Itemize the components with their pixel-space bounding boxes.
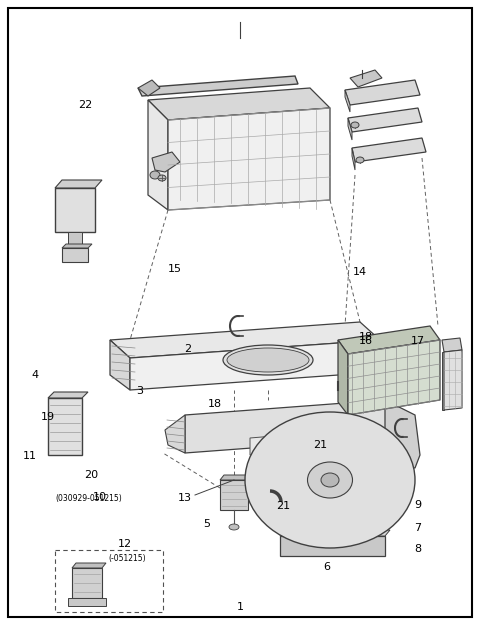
Polygon shape [385,400,420,468]
Polygon shape [280,530,390,536]
Polygon shape [48,392,88,398]
Ellipse shape [227,348,309,372]
Text: (-051215): (-051215) [108,554,145,562]
Text: 16: 16 [359,336,373,346]
Text: 11: 11 [23,451,37,461]
Polygon shape [352,138,426,162]
Ellipse shape [278,528,286,532]
Ellipse shape [356,157,364,163]
Polygon shape [348,340,440,415]
Ellipse shape [351,122,359,128]
Text: (030929-051215): (030929-051215) [55,494,122,502]
Bar [55,550,163,612]
Polygon shape [168,108,330,210]
Ellipse shape [321,473,339,487]
Text: 18: 18 [359,332,373,342]
Text: 21: 21 [313,440,328,450]
Polygon shape [165,415,185,453]
Text: 17: 17 [410,336,425,346]
Text: 10: 10 [93,492,107,502]
Polygon shape [55,180,102,188]
Text: 21: 21 [276,501,290,511]
Polygon shape [148,88,330,120]
Text: 20: 20 [84,470,98,480]
Text: 15: 15 [168,264,182,274]
Text: 9: 9 [414,500,421,510]
Polygon shape [220,480,248,510]
Polygon shape [48,398,82,455]
Polygon shape [130,340,380,390]
Ellipse shape [308,462,352,498]
Polygon shape [348,108,422,132]
Polygon shape [68,598,106,606]
Text: 18: 18 [208,399,222,409]
Polygon shape [148,100,168,210]
Text: 13: 13 [178,493,192,503]
Text: 2: 2 [184,344,191,354]
Polygon shape [220,475,252,480]
Ellipse shape [223,345,313,375]
Text: 22: 22 [78,100,93,110]
Polygon shape [62,248,88,262]
Polygon shape [280,536,385,556]
Polygon shape [444,350,462,410]
Ellipse shape [158,175,166,181]
Text: 14: 14 [353,267,367,277]
Polygon shape [352,148,355,170]
Polygon shape [442,338,462,352]
Polygon shape [62,244,92,248]
Ellipse shape [245,412,415,548]
Polygon shape [338,340,348,415]
Polygon shape [250,428,385,455]
Text: 12: 12 [118,539,132,549]
Polygon shape [348,118,352,140]
Text: 8: 8 [414,544,421,554]
Polygon shape [72,563,106,568]
Ellipse shape [150,171,160,179]
Text: 7: 7 [414,523,421,533]
Polygon shape [338,326,440,354]
Ellipse shape [229,524,239,530]
Polygon shape [350,70,382,87]
Polygon shape [442,352,444,410]
Polygon shape [55,188,95,232]
Text: 19: 19 [41,412,55,422]
Text: 6: 6 [323,562,330,572]
Polygon shape [185,400,410,453]
Polygon shape [345,90,350,112]
Polygon shape [110,340,130,390]
Text: 4: 4 [32,370,38,380]
Text: 3: 3 [136,386,143,396]
Polygon shape [138,76,298,96]
Polygon shape [345,80,420,105]
Polygon shape [68,232,82,248]
Text: 1: 1 [237,602,243,612]
Polygon shape [110,322,380,358]
Polygon shape [72,568,102,598]
Text: 5: 5 [203,519,210,529]
Polygon shape [152,152,180,172]
Polygon shape [138,80,160,96]
